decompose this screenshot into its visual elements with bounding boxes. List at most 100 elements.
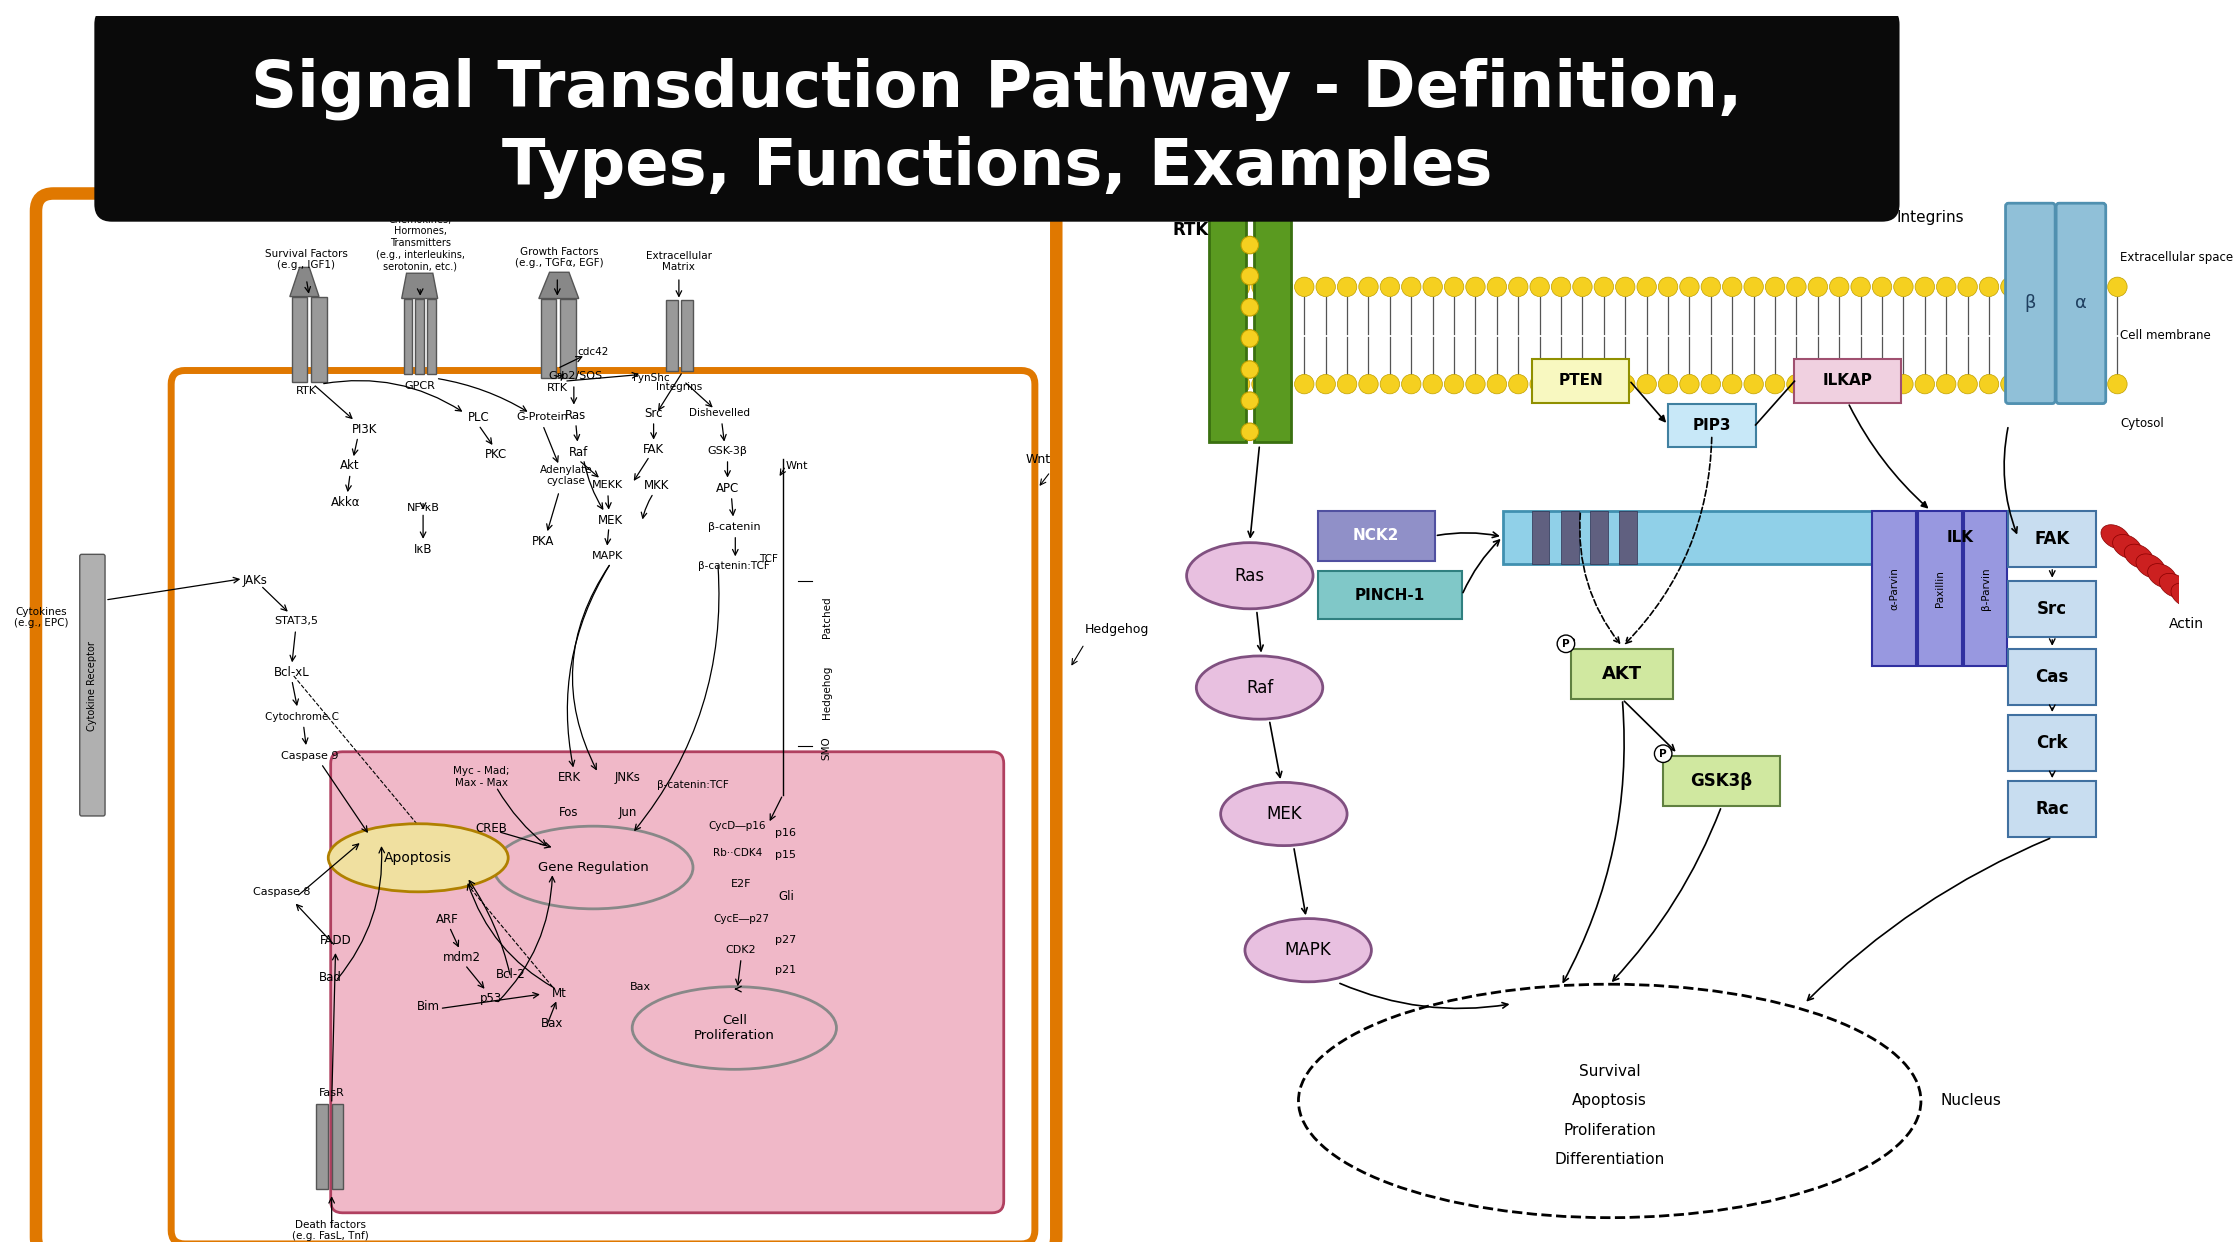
Text: RTK: RTK [1172,222,1207,239]
Text: Bax: Bax [542,1017,564,1029]
FancyBboxPatch shape [2009,581,2097,638]
Bar [414,299,423,374]
Text: β: β [2025,295,2036,312]
Text: Cytosol: Cytosol [2121,417,2164,430]
Circle shape [2065,374,2085,394]
Text: JAKs: JAKs [242,575,267,587]
Text: β-catenin:TCF: β-catenin:TCF [656,780,728,790]
Text: Growth Factors
(e.g., TGFα, EGF): Growth Factors (e.g., TGFα, EGF) [515,247,603,268]
Circle shape [1465,277,1485,296]
Text: CDK2: CDK2 [726,945,757,955]
FancyBboxPatch shape [170,370,1035,1244]
Circle shape [1530,277,1550,296]
Text: Cytokines
(e.g., EPC): Cytokines (e.g., EPC) [13,607,67,629]
Text: Bcl-2: Bcl-2 [495,968,526,982]
Circle shape [2000,374,2020,394]
Circle shape [1272,374,1292,394]
Bar [665,300,679,370]
Text: p53: p53 [479,993,502,1005]
Circle shape [1680,277,1700,296]
Bar [1964,510,2007,667]
Text: NCK2: NCK2 [1353,528,1400,543]
Text: NF-κB: NF-κB [408,503,439,513]
Text: Survival Factors
(e.g., IGF1): Survival Factors (e.g., IGF1) [264,248,347,271]
Ellipse shape [2101,524,2130,549]
Circle shape [1402,374,1420,394]
Text: Integrins: Integrins [656,382,701,392]
Ellipse shape [1221,782,1346,845]
Bar [316,1104,327,1189]
Bar [1210,219,1245,442]
FancyBboxPatch shape [1532,359,1628,403]
Text: Wnt: Wnt [1026,452,1051,465]
Circle shape [1980,277,1998,296]
Text: Bax: Bax [629,982,650,992]
Text: Apoptosis: Apoptosis [1572,1094,1646,1109]
Text: MKK: MKK [643,479,670,491]
Text: Crk: Crk [2036,735,2068,752]
Text: Ras: Ras [1234,567,1266,585]
Text: Extracellular
Matrix: Extracellular Matrix [645,251,712,272]
Text: Wnt: Wnt [786,461,809,471]
Ellipse shape [2124,544,2153,568]
Circle shape [1402,277,1420,296]
FancyBboxPatch shape [1662,756,1781,806]
Circle shape [1788,374,1805,394]
FancyBboxPatch shape [2009,649,2097,706]
Circle shape [1530,374,1550,394]
Circle shape [1658,374,1678,394]
Circle shape [1637,277,1655,296]
Circle shape [2043,277,2063,296]
Ellipse shape [329,824,508,892]
FancyBboxPatch shape [332,752,1004,1213]
Circle shape [1958,374,1978,394]
Text: Death factors
(e.g. FasL, Tnf): Death factors (e.g. FasL, Tnf) [291,1220,370,1241]
Text: Cell membrane: Cell membrane [2121,329,2211,341]
Text: PKC: PKC [484,447,506,461]
Circle shape [1295,374,1315,394]
FancyBboxPatch shape [81,554,105,816]
Bar [1503,510,2027,564]
Circle shape [1508,277,1528,296]
Circle shape [1700,374,1720,394]
Ellipse shape [2171,583,2200,607]
Text: MEK: MEK [1266,805,1301,823]
Bar [1620,510,1637,564]
Bar [1561,510,1579,564]
Text: Survival: Survival [1579,1065,1640,1080]
Text: GSK3β: GSK3β [1691,772,1752,790]
Circle shape [2023,277,2041,296]
Text: STAT3,5: STAT3,5 [276,616,318,626]
Text: MAPK: MAPK [1286,941,1331,959]
Text: Gene Regulation: Gene Regulation [538,861,650,874]
Text: p21: p21 [775,965,797,975]
Circle shape [1658,277,1678,296]
Circle shape [2023,374,2041,394]
Circle shape [1893,277,1913,296]
Circle shape [1380,374,1400,394]
Ellipse shape [1187,543,1313,609]
Circle shape [1830,277,1848,296]
Circle shape [1380,277,1400,296]
Text: RTK: RTK [547,383,567,393]
Circle shape [1252,277,1272,296]
Circle shape [1808,374,1828,394]
Circle shape [1745,277,1763,296]
Text: PINCH-1: PINCH-1 [1355,587,1425,602]
Circle shape [1241,267,1259,285]
Circle shape [1723,277,1743,296]
FancyBboxPatch shape [1669,403,1756,447]
Circle shape [1700,277,1720,296]
Text: FynShc: FynShc [634,373,670,383]
Polygon shape [1210,197,1245,219]
Circle shape [1360,374,1378,394]
Circle shape [1241,299,1259,316]
Circle shape [1873,374,1893,394]
Text: CycD―p16: CycD―p16 [708,820,766,830]
Circle shape [1850,374,1870,394]
Text: Ras: Ras [564,408,587,422]
Text: E2F: E2F [730,879,750,890]
Text: Grb2/SOS: Grb2/SOS [549,372,603,382]
Bar [311,296,327,382]
Text: TCF: TCF [759,554,777,564]
